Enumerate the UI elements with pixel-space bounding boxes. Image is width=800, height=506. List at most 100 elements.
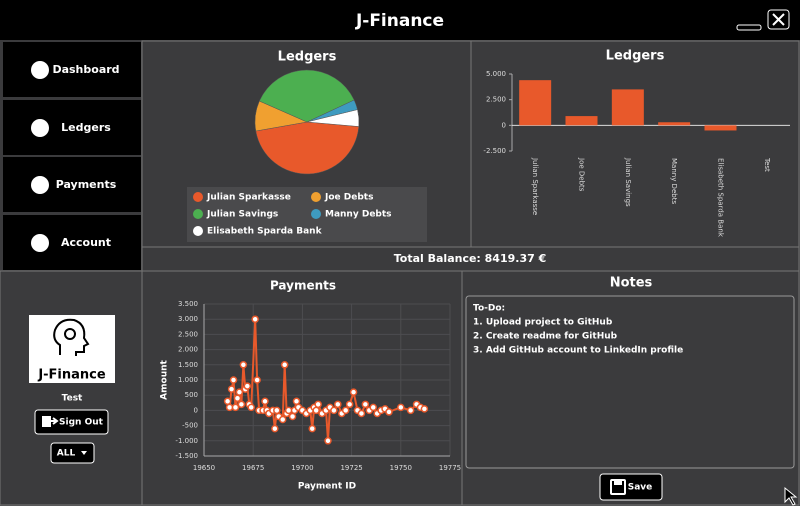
y-tick-label: 5.000 <box>486 70 506 78</box>
legend-label: Julian Savings <box>206 210 278 220</box>
payment-point <box>261 397 269 406</box>
x-tick-label: 19700 <box>291 464 313 472</box>
payment-point <box>231 403 240 412</box>
nav-label: Account <box>61 236 111 249</box>
payment-point <box>225 403 234 412</box>
payment-point <box>278 415 287 424</box>
payment-point <box>341 406 350 415</box>
sign-out-label: Sign Out <box>59 418 104 428</box>
payment-point <box>330 406 338 415</box>
notes-title: Notes <box>610 276 653 291</box>
user-name: Test <box>62 394 83 404</box>
pie-slice <box>259 69 355 123</box>
payment-point <box>357 409 366 418</box>
notes-textarea[interactable] <box>465 295 795 469</box>
legend-swatch <box>311 192 321 202</box>
x-tick-label: 19650 <box>193 464 215 472</box>
legend-label: Julian Sparkasse <box>206 193 291 203</box>
nav-button[interactable]: Ledgers <box>3 100 141 155</box>
x-axis-title: Payment ID <box>298 482 356 492</box>
y-tick-label: 3.000 <box>178 315 198 323</box>
payment-point <box>273 406 281 415</box>
nav-button-bg <box>3 215 141 270</box>
y-tick-label: 1.000 <box>178 376 198 384</box>
nav-button-bg <box>3 42 141 97</box>
y-tick-label: -1.000 <box>175 437 198 445</box>
mouse-cursor <box>784 486 798 506</box>
bar <box>658 122 691 126</box>
payment-point <box>308 424 316 433</box>
minimize-button[interactable] <box>736 24 762 31</box>
sign-out-button[interactable]: Sign Out <box>34 409 109 435</box>
nav-label: Payments <box>56 178 117 191</box>
bar <box>704 125 737 131</box>
chart-title: Payments <box>270 279 336 293</box>
x-tick-label: Joe Debts <box>578 157 586 192</box>
nav-button[interactable]: Payments <box>3 157 141 212</box>
close-button[interactable] <box>767 9 790 30</box>
payment-point <box>235 388 244 396</box>
payment-point <box>229 376 238 384</box>
save-button[interactable]: Save <box>599 473 663 501</box>
note-line: 1. Upload project to GitHub <box>473 318 613 328</box>
save-label: Save <box>628 483 653 493</box>
y-tick-label: 0 <box>502 121 506 129</box>
payment-point <box>223 397 232 406</box>
x-tick-label: Julian Savings <box>624 157 632 207</box>
payment-point <box>284 406 293 415</box>
title-bar <box>0 0 800 40</box>
ledger-filter[interactable]: ALL <box>50 442 95 464</box>
legend-swatch <box>311 209 321 219</box>
note-line: To-Do: <box>473 304 505 314</box>
payment-point <box>239 361 248 369</box>
x-tick-label: Test <box>763 157 771 172</box>
legend-label: Elisabeth Sparda Bank <box>207 227 323 237</box>
x-tick-label: 19775 <box>439 464 461 472</box>
nav-button[interactable]: Dashboard <box>3 42 141 97</box>
x-tick-label: Julian Sparkasse <box>531 157 539 215</box>
legend-label: Joe Debts <box>324 193 373 203</box>
logo-icon <box>53 318 90 356</box>
note-line: 3. Add GitHub account to LinkedIn profil… <box>473 346 683 356</box>
bar <box>565 116 598 126</box>
y-tick-label: 1.500 <box>178 361 198 369</box>
nav-button-bg <box>3 100 141 155</box>
payment-point <box>247 403 255 412</box>
payment-point <box>237 400 246 409</box>
payment-point <box>406 406 415 415</box>
payment-point <box>324 437 332 445</box>
x-tick-label: Manny Debts <box>670 158 678 204</box>
payment-point <box>271 424 279 433</box>
x-tick-label: 19675 <box>242 464 264 472</box>
payment-point <box>312 406 320 415</box>
y-tick-label: -1.500 <box>175 452 198 460</box>
panel-borders <box>0 40 800 506</box>
nav-button[interactable]: Account <box>3 215 141 270</box>
legend-box <box>187 187 427 242</box>
pie-slice <box>255 121 360 175</box>
chart-title: Ledgers <box>278 50 337 65</box>
nav-icon <box>31 119 49 137</box>
payment-point <box>243 382 252 390</box>
total-balance: Total Balance: 8419.37 € <box>394 252 547 265</box>
y-tick-label: -2.500 <box>483 147 506 155</box>
payment-point <box>292 397 301 406</box>
nav-icon <box>31 61 49 79</box>
pie-slice <box>306 109 360 127</box>
x-tick-label: Elisabeth Sparda Bank <box>717 158 725 238</box>
y-axis-title: Amount <box>160 359 170 399</box>
legend-swatch <box>193 209 203 219</box>
payment-point <box>385 408 393 416</box>
payment-point <box>397 403 405 412</box>
legend-swatch <box>193 226 203 236</box>
bar <box>611 89 644 126</box>
y-tick-label: 2.500 <box>486 96 506 104</box>
legend-swatch <box>193 192 203 202</box>
nav-label: Ledgers <box>61 121 111 134</box>
payment-point <box>314 400 322 409</box>
payment-point <box>253 376 261 384</box>
payment-point <box>233 394 242 402</box>
app-title: J-Finance <box>355 11 444 31</box>
